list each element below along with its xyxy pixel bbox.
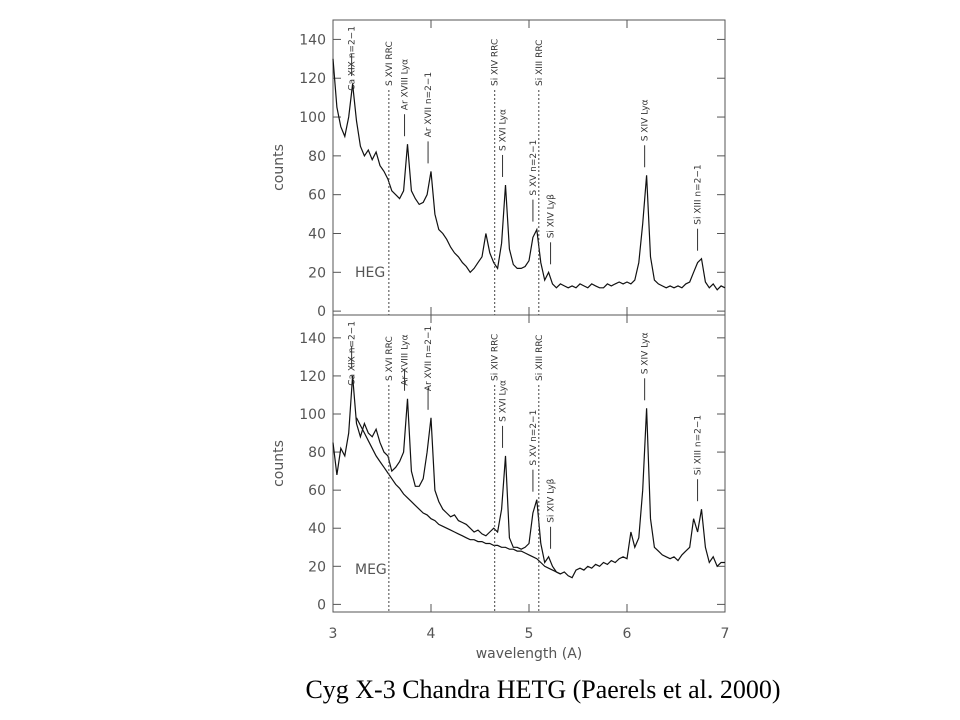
y-tick-label: 20 xyxy=(308,559,326,575)
y-tick-label: 100 xyxy=(299,407,326,423)
y-tick-label: 140 xyxy=(299,32,326,48)
line-label: Ca XIX n=2−1 xyxy=(348,26,358,91)
y-tick-label: 100 xyxy=(299,110,326,126)
line-label: Ar XVII n=2−1 xyxy=(424,72,434,137)
y-tick-label: 80 xyxy=(308,445,326,461)
line-label: S XIV Lyα xyxy=(641,332,651,374)
line-label: S XVI Lyα xyxy=(499,109,509,151)
line-label: Ar XVIII Lyα xyxy=(401,334,411,385)
x-tick-label: 5 xyxy=(525,626,534,642)
line-label: S XVI Lyα xyxy=(499,380,509,422)
line-label: Si XIII RRC xyxy=(535,335,545,381)
panel-label: MEG xyxy=(355,562,387,578)
y-tick-label: 60 xyxy=(308,483,326,499)
y-tick-label: 20 xyxy=(308,265,326,281)
x-tick-label: 7 xyxy=(721,626,730,642)
y-tick-label: 60 xyxy=(308,188,326,204)
y-tick-label: 80 xyxy=(308,149,326,165)
y-axis-label: counts xyxy=(271,144,287,191)
x-tick-label: 6 xyxy=(623,626,632,642)
panel-label: HEG xyxy=(355,265,385,281)
line-label: S XVI RRC xyxy=(385,41,395,86)
caption: Cyg X-3 Chandra HETG (Paerels et al. 200… xyxy=(305,675,780,704)
line-label: Si XIV Lyβ xyxy=(547,194,557,238)
line-label: Ca XIX n=2−1 xyxy=(348,321,358,386)
line-label: S XVI RRC xyxy=(385,336,395,381)
line-label: Si XIV RRC xyxy=(491,39,501,86)
spectrum-line xyxy=(355,417,561,575)
line-label: Ar XVIII Lyα xyxy=(401,59,411,110)
y-tick-label: 0 xyxy=(317,597,326,613)
x-axis-label: wavelength (A) xyxy=(476,646,583,662)
y-tick-label: 120 xyxy=(299,369,326,385)
line-label: Si XIV Lyβ xyxy=(547,478,557,522)
line-label: Si XIV RRC xyxy=(491,334,501,381)
x-tick-label: 4 xyxy=(427,626,436,642)
y-tick-label: 40 xyxy=(308,226,326,242)
line-label: S XV n=2−1 xyxy=(529,140,539,196)
y-tick-label: 120 xyxy=(299,71,326,87)
line-label: S XV n=2−1 xyxy=(529,410,539,466)
y-tick-label: 140 xyxy=(299,331,326,347)
x-tick-label: 3 xyxy=(329,626,338,642)
line-label: Ar XVII n=2−1 xyxy=(424,326,434,391)
y-tick-label: 40 xyxy=(308,521,326,537)
line-label: Si XIII n=2−1 xyxy=(694,415,704,475)
spectrum-line xyxy=(332,375,725,579)
spectrum-line xyxy=(332,58,726,291)
y-axis-label: counts xyxy=(271,440,287,487)
line-label: S XIV Lyα xyxy=(641,99,651,141)
line-label: Si XIII n=2−1 xyxy=(694,164,704,224)
line-label: Si XIII RRC xyxy=(535,40,545,86)
y-tick-label: 0 xyxy=(317,304,326,320)
